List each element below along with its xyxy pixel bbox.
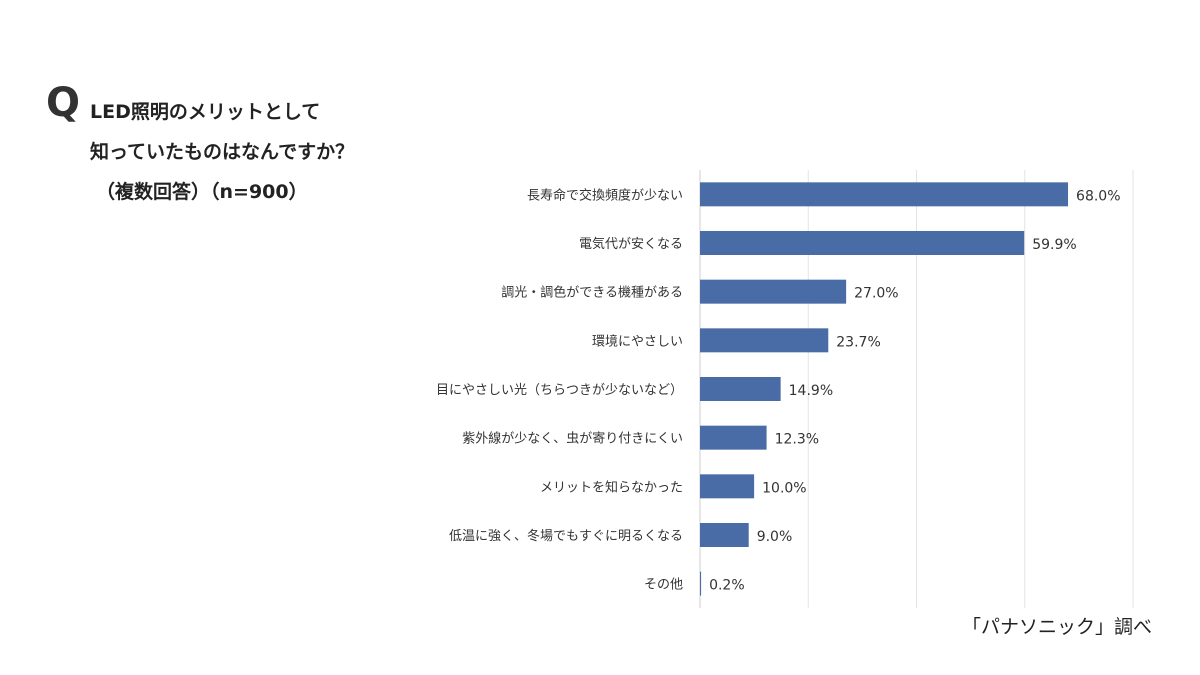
data-label: 59.9% [1032,237,1076,253]
category-label: 電気代が安くなる [579,236,683,252]
category-label: 調光・調色ができる機種がある [501,285,683,301]
category-label: 低温に強く、冬場でもすぐに明るくなる [449,528,683,544]
data-label: 9.0% [757,529,793,545]
data-label: 10.0% [762,480,806,496]
data-label: 68.0% [1076,188,1120,204]
chart-title-line-2: 知っていたものはなんですか？ [90,141,355,163]
bar [700,523,749,547]
data-label: 27.0% [854,286,898,302]
data-label: 0.2% [709,578,745,594]
question-mark: Q [46,80,81,126]
data-label: 12.3% [775,432,819,448]
bar [700,328,829,353]
bar [700,377,781,401]
bar [700,571,702,596]
source-note: 「パナソニック」調べ [961,616,1152,638]
category-label: 紫外線が少なく、虫が寄り付きにくい [462,431,683,447]
category-label: 目にやさしい光（ちらつきが少ないなど） [436,383,683,398]
data-label: 23.7% [836,334,880,350]
data-label: 14.9% [789,383,833,399]
bar [700,474,755,499]
category-label: 環境にやさしい [592,334,683,349]
chart-title-line-3: （複数回答）（n=900） [96,181,308,203]
category-label: その他 [644,578,683,593]
chart-title-line-1: LED照明のメリットとして [90,101,321,123]
bar [700,182,1069,207]
category-label: 長寿命で交換頻度が少ない [527,187,683,203]
bar [700,425,767,450]
bar [700,279,847,304]
bar [700,231,1025,255]
category-label: メリットを知らなかった [540,479,683,495]
